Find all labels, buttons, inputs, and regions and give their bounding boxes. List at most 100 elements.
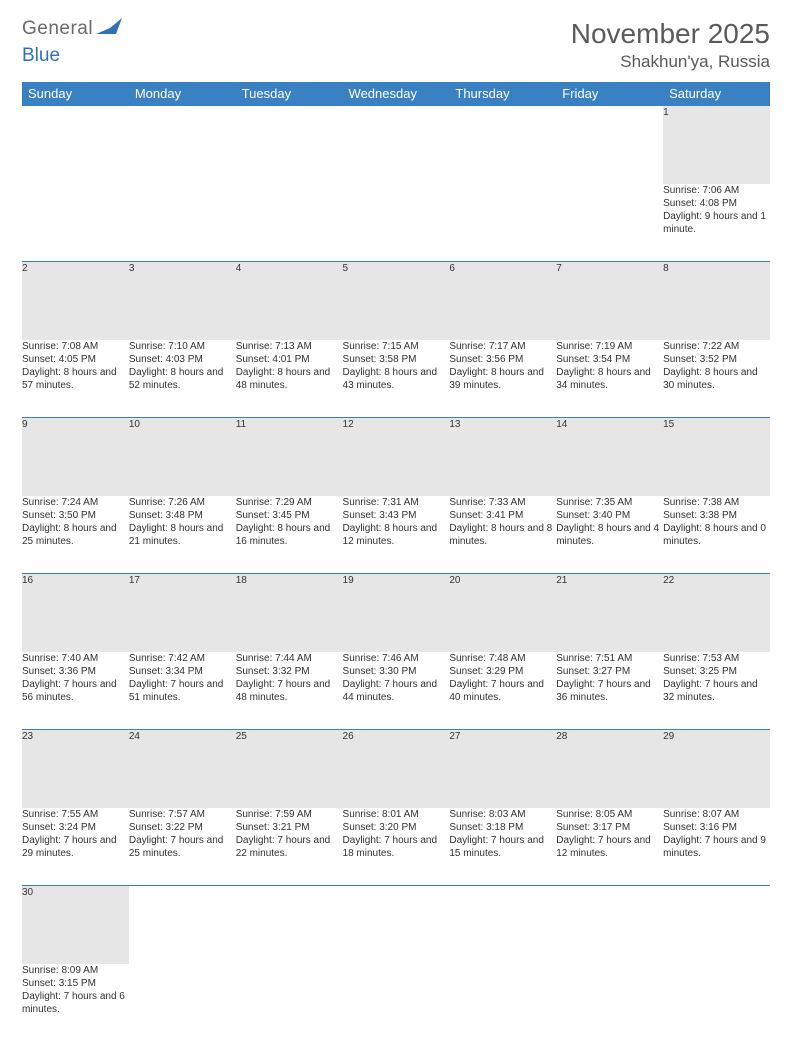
- sunset: Sunset: 3:52 PM: [663, 353, 770, 366]
- weekday-header: Monday: [129, 82, 236, 106]
- day-number: [343, 886, 450, 964]
- day-number: [129, 106, 236, 184]
- day-number: 28: [556, 730, 663, 808]
- day-number: [129, 886, 236, 964]
- day-cell: Sunrise: 8:05 AMSunset: 3:17 PMDaylight:…: [556, 808, 663, 886]
- day-number-row: 2345678: [22, 262, 770, 340]
- daylight: Daylight: 8 hours and 52 minutes.: [129, 366, 236, 392]
- day-cell: Sunrise: 8:09 AMSunset: 3:15 PMDaylight:…: [22, 964, 129, 1042]
- sunrise: Sunrise: 7:22 AM: [663, 340, 770, 353]
- sunrise: Sunrise: 7:29 AM: [236, 496, 343, 509]
- day-cell: Sunrise: 7:19 AMSunset: 3:54 PMDaylight:…: [556, 340, 663, 418]
- day-cell: [236, 184, 343, 262]
- sunrise: Sunrise: 7:19 AM: [556, 340, 663, 353]
- sunrise: Sunrise: 8:09 AM: [22, 964, 129, 977]
- day-cell: Sunrise: 7:42 AMSunset: 3:34 PMDaylight:…: [129, 652, 236, 730]
- daylight: Daylight: 7 hours and 51 minutes.: [129, 678, 236, 704]
- sunrise: Sunrise: 7:26 AM: [129, 496, 236, 509]
- day-cell: [129, 964, 236, 1042]
- day-number: 9: [22, 418, 129, 496]
- day-number: [663, 886, 770, 964]
- day-number: 4: [236, 262, 343, 340]
- day-cell: Sunrise: 7:53 AMSunset: 3:25 PMDaylight:…: [663, 652, 770, 730]
- day-cell: [449, 964, 556, 1042]
- sunset: Sunset: 3:45 PM: [236, 509, 343, 522]
- sunset: Sunset: 3:18 PM: [449, 821, 556, 834]
- day-cell: [556, 964, 663, 1042]
- day-number: 5: [343, 262, 450, 340]
- day-number: 22: [663, 574, 770, 652]
- day-number: 7: [556, 262, 663, 340]
- sunset: Sunset: 3:56 PM: [449, 353, 556, 366]
- weekday-header: Sunday: [22, 82, 129, 106]
- daylight: Daylight: 7 hours and 56 minutes.: [22, 678, 129, 704]
- calendar-table: Sunday Monday Tuesday Wednesday Thursday…: [22, 82, 770, 1042]
- day-number-row: 16171819202122: [22, 574, 770, 652]
- day-content-row: Sunrise: 8:09 AMSunset: 3:15 PMDaylight:…: [22, 964, 770, 1042]
- day-number-row: 1: [22, 106, 770, 184]
- daylight: Daylight: 8 hours and 8 minutes.: [449, 522, 556, 548]
- day-cell: Sunrise: 7:55 AMSunset: 3:24 PMDaylight:…: [22, 808, 129, 886]
- day-number: 13: [449, 418, 556, 496]
- day-cell: [663, 964, 770, 1042]
- sunset: Sunset: 3:54 PM: [556, 353, 663, 366]
- day-number-row: 30: [22, 886, 770, 964]
- day-number: [236, 886, 343, 964]
- sunset: Sunset: 3:50 PM: [22, 509, 129, 522]
- daylight: Daylight: 8 hours and 16 minutes.: [236, 522, 343, 548]
- day-number: 30: [22, 886, 129, 964]
- sunset: Sunset: 3:43 PM: [343, 509, 450, 522]
- day-cell: Sunrise: 8:01 AMSunset: 3:20 PMDaylight:…: [343, 808, 450, 886]
- day-number: [22, 106, 129, 184]
- sunset: Sunset: 3:32 PM: [236, 665, 343, 678]
- day-number: 23: [22, 730, 129, 808]
- weekday-header: Friday: [556, 82, 663, 106]
- day-cell: Sunrise: 7:48 AMSunset: 3:29 PMDaylight:…: [449, 652, 556, 730]
- day-number: 8: [663, 262, 770, 340]
- daylight: Daylight: 7 hours and 32 minutes.: [663, 678, 770, 704]
- sunset: Sunset: 4:03 PM: [129, 353, 236, 366]
- daylight: Daylight: 7 hours and 48 minutes.: [236, 678, 343, 704]
- day-cell: Sunrise: 7:13 AMSunset: 4:01 PMDaylight:…: [236, 340, 343, 418]
- daylight: Daylight: 7 hours and 40 minutes.: [449, 678, 556, 704]
- brand-blue: Blue: [22, 45, 60, 67]
- day-cell: [556, 184, 663, 262]
- day-cell: Sunrise: 7:51 AMSunset: 3:27 PMDaylight:…: [556, 652, 663, 730]
- day-number: [343, 106, 450, 184]
- day-cell: Sunrise: 7:35 AMSunset: 3:40 PMDaylight:…: [556, 496, 663, 574]
- daylight: Daylight: 7 hours and 9 minutes.: [663, 834, 770, 860]
- sunrise: Sunrise: 7:44 AM: [236, 652, 343, 665]
- sunset: Sunset: 3:21 PM: [236, 821, 343, 834]
- day-number: 26: [343, 730, 450, 808]
- sunset: Sunset: 3:29 PM: [449, 665, 556, 678]
- weekday-header-row: Sunday Monday Tuesday Wednesday Thursday…: [22, 82, 770, 106]
- day-number: 14: [556, 418, 663, 496]
- daylight: Daylight: 8 hours and 0 minutes.: [663, 522, 770, 548]
- day-cell: [129, 184, 236, 262]
- sunrise: Sunrise: 7:33 AM: [449, 496, 556, 509]
- sunset: Sunset: 3:41 PM: [449, 509, 556, 522]
- daylight: Daylight: 7 hours and 25 minutes.: [129, 834, 236, 860]
- day-number: 18: [236, 574, 343, 652]
- sunrise: Sunrise: 7:15 AM: [343, 340, 450, 353]
- sunrise: Sunrise: 7:53 AM: [663, 652, 770, 665]
- day-number: 25: [236, 730, 343, 808]
- sunrise: Sunrise: 7:24 AM: [22, 496, 129, 509]
- day-cell: Sunrise: 7:24 AMSunset: 3:50 PMDaylight:…: [22, 496, 129, 574]
- weekday-header: Wednesday: [343, 82, 450, 106]
- sunrise: Sunrise: 7:08 AM: [22, 340, 129, 353]
- day-number: 10: [129, 418, 236, 496]
- sunset: Sunset: 3:22 PM: [129, 821, 236, 834]
- sunset: Sunset: 3:25 PM: [663, 665, 770, 678]
- sunset: Sunset: 3:48 PM: [129, 509, 236, 522]
- sunrise: Sunrise: 7:10 AM: [129, 340, 236, 353]
- sunrise: Sunrise: 7:40 AM: [22, 652, 129, 665]
- title-block: November 2025 Shakhun'ya, Russia: [571, 18, 770, 72]
- day-number: [236, 106, 343, 184]
- day-number: [556, 886, 663, 964]
- day-cell: Sunrise: 7:46 AMSunset: 3:30 PMDaylight:…: [343, 652, 450, 730]
- day-cell: Sunrise: 8:03 AMSunset: 3:18 PMDaylight:…: [449, 808, 556, 886]
- day-cell: Sunrise: 7:29 AMSunset: 3:45 PMDaylight:…: [236, 496, 343, 574]
- weekday-header: Tuesday: [236, 82, 343, 106]
- day-number: 27: [449, 730, 556, 808]
